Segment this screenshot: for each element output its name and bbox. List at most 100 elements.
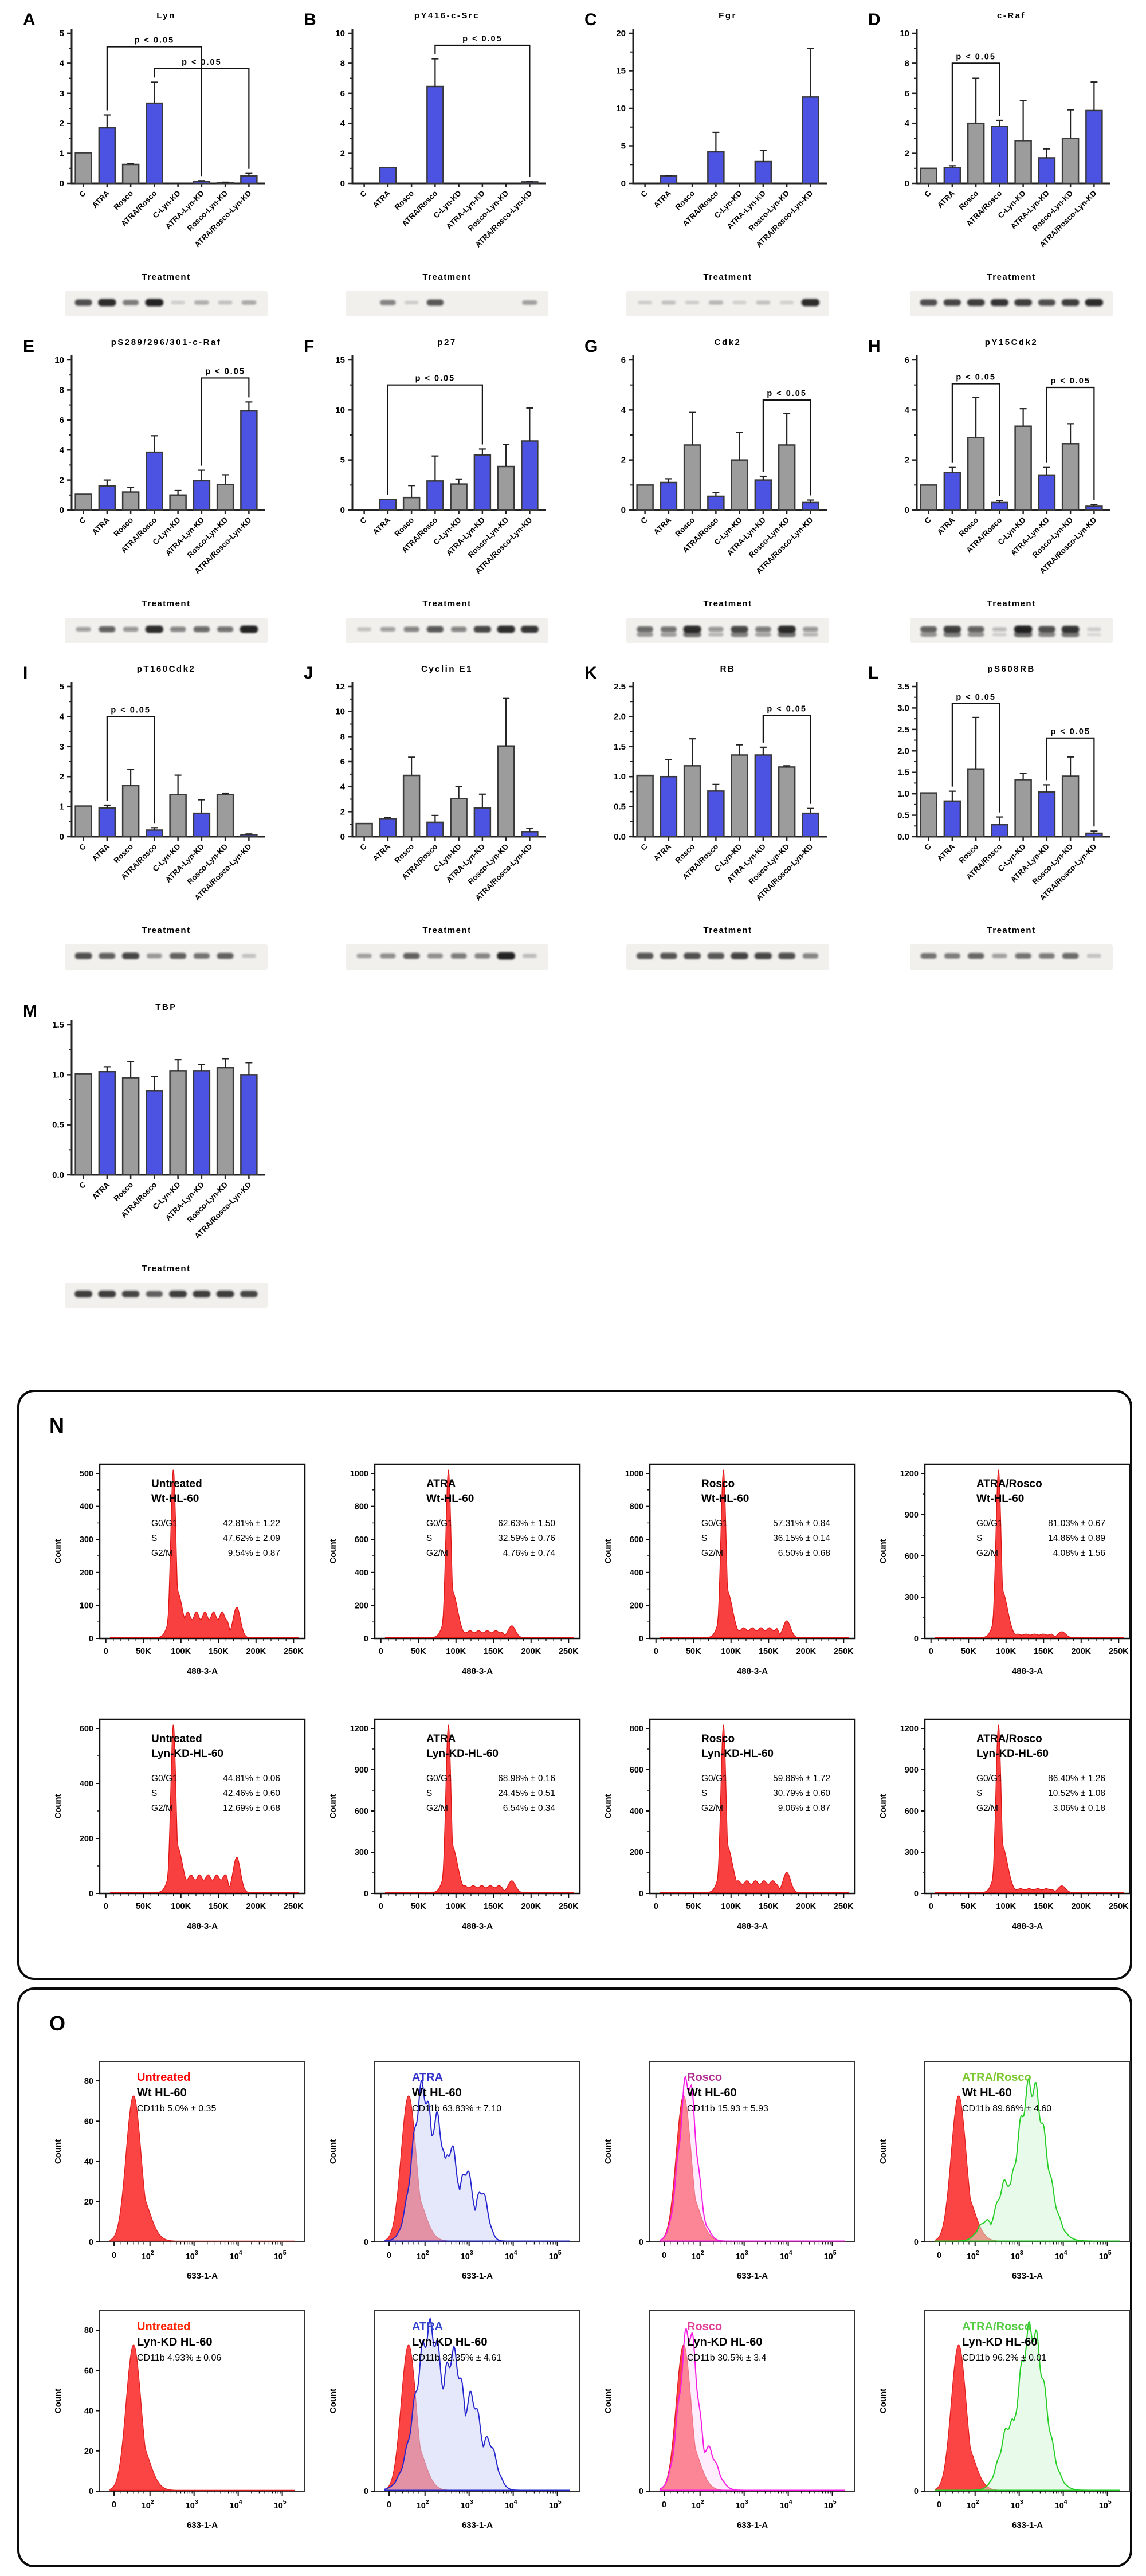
- xlabel-E-1: ATRA: [91, 515, 112, 536]
- cd11b-subplot-1: 0 0 102 103 104 105 633-1-A Count ATRA Wt HL-60 CD…: [326, 2038, 590, 2311]
- xlabel-B-6: Rosco-Lyn-KD: [466, 189, 511, 233]
- bar-D-2: [967, 122, 985, 185]
- xlabel-F-6: Rosco-Lyn-KD: [466, 515, 511, 559]
- svg-text:20: 20: [84, 2198, 93, 2207]
- svg-text:488-3-A: 488-3-A: [737, 1922, 768, 1931]
- svg-text:6: 6: [60, 415, 64, 425]
- svg-text:G2/M: G2/M: [151, 1803, 173, 1813]
- svg-text:p < 0.05: p < 0.05: [111, 705, 151, 715]
- svg-text:Lyn-KD-HL-60: Lyn-KD-HL-60: [426, 1748, 499, 1760]
- svg-text:105: 105: [1099, 2499, 1112, 2511]
- blot-strip-H: [910, 618, 1113, 643]
- xlabel-F-2: Rosco: [393, 516, 415, 539]
- xlabel-H-6: Rosco-Lyn-KD: [1031, 515, 1075, 559]
- svg-text:250K: 250K: [284, 1902, 304, 1911]
- n-title-6: Rosco: [701, 1733, 735, 1745]
- n-title-1: ATRA: [426, 1478, 456, 1490]
- svg-text:0: 0: [60, 505, 64, 515]
- svg-text:9.54% ± 0.87: 9.54% ± 0.87: [228, 1548, 280, 1558]
- o-stat-5: CD11b 82.35% ± 4.61: [412, 2353, 501, 2363]
- bar-E-7: [240, 410, 258, 511]
- svg-text:1.5: 1.5: [614, 742, 626, 752]
- o-cellline-2: Wt HL-60: [687, 2087, 737, 2099]
- bar-A-1: [98, 127, 116, 185]
- bar-I-3: [146, 829, 163, 838]
- bar-G-0: [636, 484, 654, 511]
- bar-K-6: [778, 766, 796, 838]
- panel-n-letter: N: [49, 1414, 64, 1437]
- xlabel-G-1: ATRA: [652, 515, 673, 536]
- bar-E-1: [98, 485, 116, 511]
- blot-strip-E: [65, 618, 268, 643]
- svg-text:24.45% ± 0.51: 24.45% ± 0.51: [498, 1789, 555, 1798]
- svg-text:2: 2: [60, 476, 64, 485]
- cell-cycle-subplot-3: 0 300 600 900 1200 0 50K 100K 150K 200K 250K 488-3-…: [876, 1449, 1140, 1710]
- svg-text:Count: Count: [53, 2389, 63, 2413]
- cd11b-treated-histogram-6: [659, 2327, 845, 2491]
- xlabel-I-0: C: [77, 842, 88, 852]
- sig-bracket-B-0: [434, 44, 531, 177]
- xlabel-B-1: ATRA: [371, 189, 393, 210]
- cell-cycle-plot-4: 0 200 400 600 0 50K 100K 150K 200K 250K 488-3-A Cou…: [53, 1718, 306, 1931]
- treatment-label-B: Treatment: [422, 272, 471, 282]
- o-stat-1: CD11b 63.83% ± 7.10: [412, 2104, 501, 2114]
- bar-D-1: [943, 167, 961, 185]
- treatment-label-F: Treatment: [422, 599, 471, 609]
- treatment-label-G: Treatment: [703, 599, 752, 609]
- svg-text:488-3-A: 488-3-A: [1012, 1667, 1043, 1676]
- svg-text:6: 6: [905, 89, 909, 99]
- svg-text:86.40% ± 1.26: 86.40% ± 1.26: [1048, 1774, 1105, 1783]
- svg-text:0.5: 0.5: [614, 802, 626, 812]
- svg-text:5: 5: [340, 456, 345, 465]
- svg-text:200: 200: [80, 1569, 93, 1578]
- svg-text:1200: 1200: [900, 1469, 919, 1479]
- cell-cycle-plot-2: 0 200 400 600 800 1000 0 50K 100K 150K 200K 250K 488…: [603, 1463, 856, 1676]
- svg-text:0: 0: [662, 2500, 666, 2510]
- cd11b-plot-1: 0 0 102 103 104 105 633-1-A Count ATRA Wt HL-60 CD…: [328, 2061, 580, 2281]
- svg-text:4: 4: [60, 445, 65, 455]
- n-title-5: ATRA: [426, 1733, 456, 1745]
- panel-L-letter: L: [868, 664, 878, 683]
- sig-bracket-L-1: [1046, 737, 1095, 827]
- panel-E-letter: E: [23, 337, 34, 356]
- svg-text:0.0: 0.0: [614, 832, 626, 842]
- cell-cycle-plot-1: 0 200 400 600 800 1000 0 50K 100K 150K 200K 250K 488…: [328, 1463, 581, 1676]
- svg-text:0: 0: [89, 2238, 93, 2247]
- svg-text:105: 105: [549, 2499, 562, 2511]
- svg-text:1000: 1000: [350, 1469, 368, 1479]
- svg-text:G2/M: G2/M: [426, 1803, 448, 1813]
- svg-text:1: 1: [60, 149, 64, 159]
- xlabel-K-1: ATRA: [652, 842, 673, 863]
- svg-text:G2/M: G2/M: [976, 1548, 998, 1558]
- xlabel-H-2: Rosco: [957, 516, 980, 539]
- blot-strip-D: [910, 291, 1113, 316]
- svg-text:250K: 250K: [1109, 1647, 1129, 1656]
- treatment-label-D: Treatment: [987, 272, 1035, 282]
- svg-text:0: 0: [104, 1647, 108, 1656]
- cd11b-subplot-3: 0 0 102 103 104 105 633-1-A Count ATRA/Rosco Wt H…: [876, 2038, 1140, 2311]
- cell-cycle-subplot-4: 0 200 400 600 0 50K 100K 150K 200K 250K 488-3-A Cou…: [51, 1704, 315, 1965]
- xlabel-E-6: Rosco-Lyn-KD: [186, 515, 230, 559]
- svg-text:150K: 150K: [759, 1902, 779, 1911]
- svg-text:100K: 100K: [996, 1647, 1016, 1656]
- xlabel-G-6: Rosco-Lyn-KD: [747, 515, 791, 559]
- bar-M-1: [98, 1071, 116, 1176]
- svg-text:50K: 50K: [136, 1647, 151, 1656]
- svg-text:104: 104: [505, 2249, 517, 2261]
- cd11b-subplot-4: 0 20 40 60 80 0 102 103 104 105 633-1-A Count Untrea…: [51, 2288, 315, 2560]
- treatment-label-A: Treatment: [142, 272, 190, 282]
- bar-J-0: [355, 822, 373, 838]
- bar-F-5: [473, 454, 492, 511]
- svg-text:0: 0: [914, 2487, 919, 2496]
- svg-text:8: 8: [340, 732, 345, 742]
- svg-text:12: 12: [335, 682, 345, 692]
- svg-text:600: 600: [630, 1766, 643, 1775]
- xlabel-K-2: Rosco: [673, 842, 696, 865]
- panel-M-letter: M: [23, 1002, 37, 1021]
- o-stat-0: CD11b 5.0% ± 0.35: [137, 2104, 216, 2114]
- bar-L-2: [967, 768, 985, 838]
